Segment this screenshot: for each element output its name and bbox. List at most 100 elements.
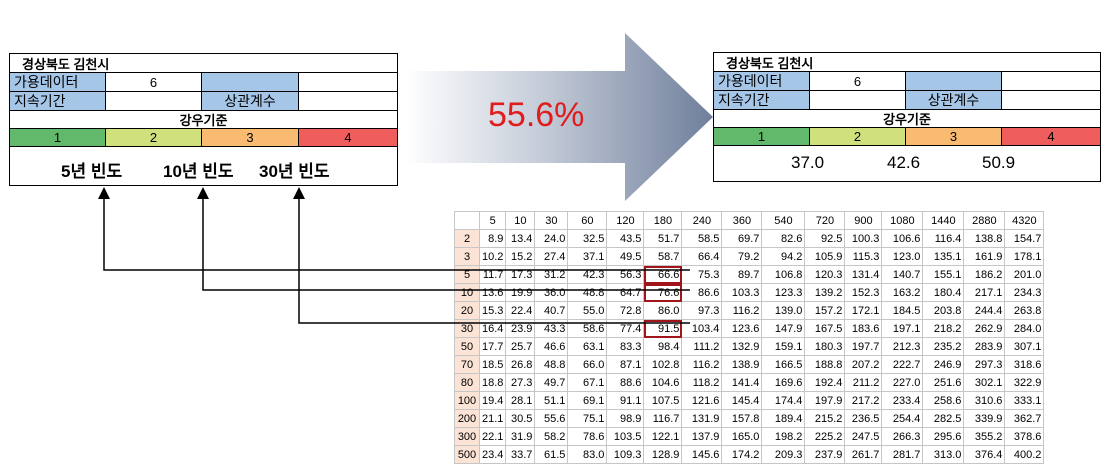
table-cell: 26.8 bbox=[505, 355, 536, 374]
level-1: 1 bbox=[10, 129, 106, 146]
empty-blue-cell bbox=[202, 73, 299, 91]
table-cell: 97.3 bbox=[681, 301, 723, 320]
panel-title: 경상북도 김천시 bbox=[22, 56, 110, 72]
table-row: 5 11.7 17.3 31.2 42.3 56.3 66.6 75.3 89.7 106.8 12… bbox=[454, 265, 1045, 284]
table-cell: 63.1 bbox=[567, 337, 608, 356]
table-cell: 58.5 bbox=[681, 229, 723, 248]
table-cell: 116.7 bbox=[643, 409, 683, 428]
table-cell: 86.6 bbox=[681, 283, 723, 302]
table-corner-cell bbox=[454, 211, 480, 230]
table-cell: 174.4 bbox=[761, 391, 806, 410]
table-cell: 22.1 bbox=[478, 427, 507, 446]
right-info-panel: 경상북도 김천시 가용데이터 6 지속기간 상관계수 강우기준 1 2 3 4 … bbox=[713, 52, 1101, 182]
row-header: 2 bbox=[454, 229, 480, 248]
table-cell: 132.9 bbox=[721, 337, 763, 356]
duration-label: 지속기간 bbox=[714, 91, 810, 109]
table-cell: 217.1 bbox=[963, 283, 1006, 302]
rainfall-criteria-label: 강우기준 bbox=[179, 113, 228, 128]
table-cell: 209.3 bbox=[761, 445, 806, 464]
table-cell: 103.5 bbox=[606, 427, 645, 446]
row-header: 10 bbox=[454, 283, 480, 302]
column-header: 240 bbox=[681, 211, 723, 230]
table-cell: 22.4 bbox=[505, 301, 536, 320]
table-row: 30 16.4 23.9 43.3 58.6 77.4 91.5 103.4 123.6 147.… bbox=[454, 319, 1045, 338]
table-cell: 313.0 bbox=[922, 445, 965, 464]
table-cell: 145.4 bbox=[721, 391, 763, 410]
table-cell: 122.1 bbox=[643, 427, 683, 446]
table-cell: 78.6 bbox=[567, 427, 608, 446]
table-cell: 174.2 bbox=[721, 445, 763, 464]
duration-value bbox=[106, 92, 202, 110]
column-header: 30 bbox=[534, 211, 569, 230]
table-cell: 104.6 bbox=[643, 373, 683, 392]
table-cell: 103.3 bbox=[721, 283, 763, 302]
table-cell: 183.6 bbox=[844, 319, 883, 338]
table-cell: 83.3 bbox=[606, 337, 645, 356]
row-header: 500 bbox=[454, 445, 480, 464]
table-cell: 180.4 bbox=[922, 283, 965, 302]
table-cell: 188.8 bbox=[804, 355, 846, 374]
table-cell: 123.3 bbox=[761, 283, 806, 302]
rainfall-criteria-label: 강우기준 bbox=[883, 112, 931, 127]
available-data-label: 가용데이터 bbox=[10, 73, 106, 91]
table-cell: 184.5 bbox=[881, 301, 924, 320]
table-cell: 89.7 bbox=[721, 265, 763, 284]
value-10yr: 42.6 bbox=[887, 153, 921, 172]
column-header: 720 bbox=[804, 211, 846, 230]
table-cell: 310.6 bbox=[963, 391, 1006, 410]
table-cell: 155.1 bbox=[922, 265, 965, 284]
rainfall-table-container: 5 10 30 60 120 180 240 360 540 720 900 1080 1440 2880… bbox=[454, 211, 1045, 464]
table-cell: 121.6 bbox=[681, 391, 723, 410]
table-cell: 244.4 bbox=[963, 301, 1006, 320]
table-cell: 49.5 bbox=[606, 247, 645, 266]
table-cell: 217.2 bbox=[844, 391, 883, 410]
table-cell: 27.4 bbox=[534, 247, 569, 266]
table-cell: 140.7 bbox=[881, 265, 924, 284]
table-cell: 37.1 bbox=[567, 247, 608, 266]
correlation-value bbox=[299, 92, 397, 110]
table-cell: 15.3 bbox=[478, 301, 507, 320]
table-cell: 197.1 bbox=[881, 319, 924, 338]
table-cell: 46.6 bbox=[534, 337, 569, 356]
table-row: 2 8.9 13.4 24.0 32.5 43.5 51.7 58.5 69.7 82.6 92.5… bbox=[454, 229, 1045, 248]
table-cell: 100.3 bbox=[844, 229, 883, 248]
table-cell: 32.5 bbox=[567, 229, 608, 248]
column-header: 360 bbox=[721, 211, 763, 230]
table-cell: 75.1 bbox=[567, 409, 608, 428]
table-cell: 77.4 bbox=[606, 319, 645, 338]
table-cell: 55.0 bbox=[567, 301, 608, 320]
table-row: 20 15.3 22.4 40.7 55.0 72.8 86.0 97.3 116.2 139.0… bbox=[454, 301, 1045, 320]
level-4: 4 bbox=[299, 129, 397, 146]
row-header: 20 bbox=[454, 301, 480, 320]
column-header: 180 bbox=[643, 211, 683, 230]
highlighted-cell: 91.5 bbox=[643, 319, 683, 338]
table-cell: 297.3 bbox=[963, 355, 1006, 374]
table-row: 500 23.4 33.7 61.5 83.0 109.3 128.9 145.6 174.2 2… bbox=[454, 445, 1045, 464]
table-cell: 115.3 bbox=[844, 247, 883, 266]
table-cell: 82.6 bbox=[761, 229, 806, 248]
empty-cell bbox=[1002, 72, 1100, 90]
table-cell: 28.1 bbox=[505, 391, 536, 410]
table-cell: 17.3 bbox=[505, 265, 536, 284]
table-cell: 27.3 bbox=[505, 373, 536, 392]
table-cell: 66.4 bbox=[681, 247, 723, 266]
table-cell: 16.4 bbox=[478, 319, 507, 338]
table-cell: 266.3 bbox=[881, 427, 924, 446]
table-cell: 186.2 bbox=[963, 265, 1006, 284]
frequency-5yr: 5년 빈도 bbox=[61, 162, 123, 181]
table-cell: 10.2 bbox=[478, 247, 507, 266]
table-cell: 234.3 bbox=[1004, 283, 1045, 302]
table-cell: 55.6 bbox=[534, 409, 569, 428]
percent-label: 55.6% bbox=[488, 96, 585, 134]
table-cell: 43.3 bbox=[534, 319, 569, 338]
duration-row: 지속기간 상관계수 bbox=[714, 91, 1100, 110]
table-cell: 247.5 bbox=[844, 427, 883, 446]
row-header: 80 bbox=[454, 373, 480, 392]
table-row: 80 18.8 27.3 49.7 67.1 88.6 104.6 118.2 141.4 169… bbox=[454, 373, 1045, 392]
table-cell: 83.0 bbox=[567, 445, 608, 464]
highlighted-cell: 66.6 bbox=[643, 265, 683, 284]
table-cell: 116.4 bbox=[922, 229, 965, 248]
table-cell: 192.4 bbox=[804, 373, 846, 392]
level-1: 1 bbox=[714, 128, 810, 145]
table-cell: 333.1 bbox=[1004, 391, 1045, 410]
